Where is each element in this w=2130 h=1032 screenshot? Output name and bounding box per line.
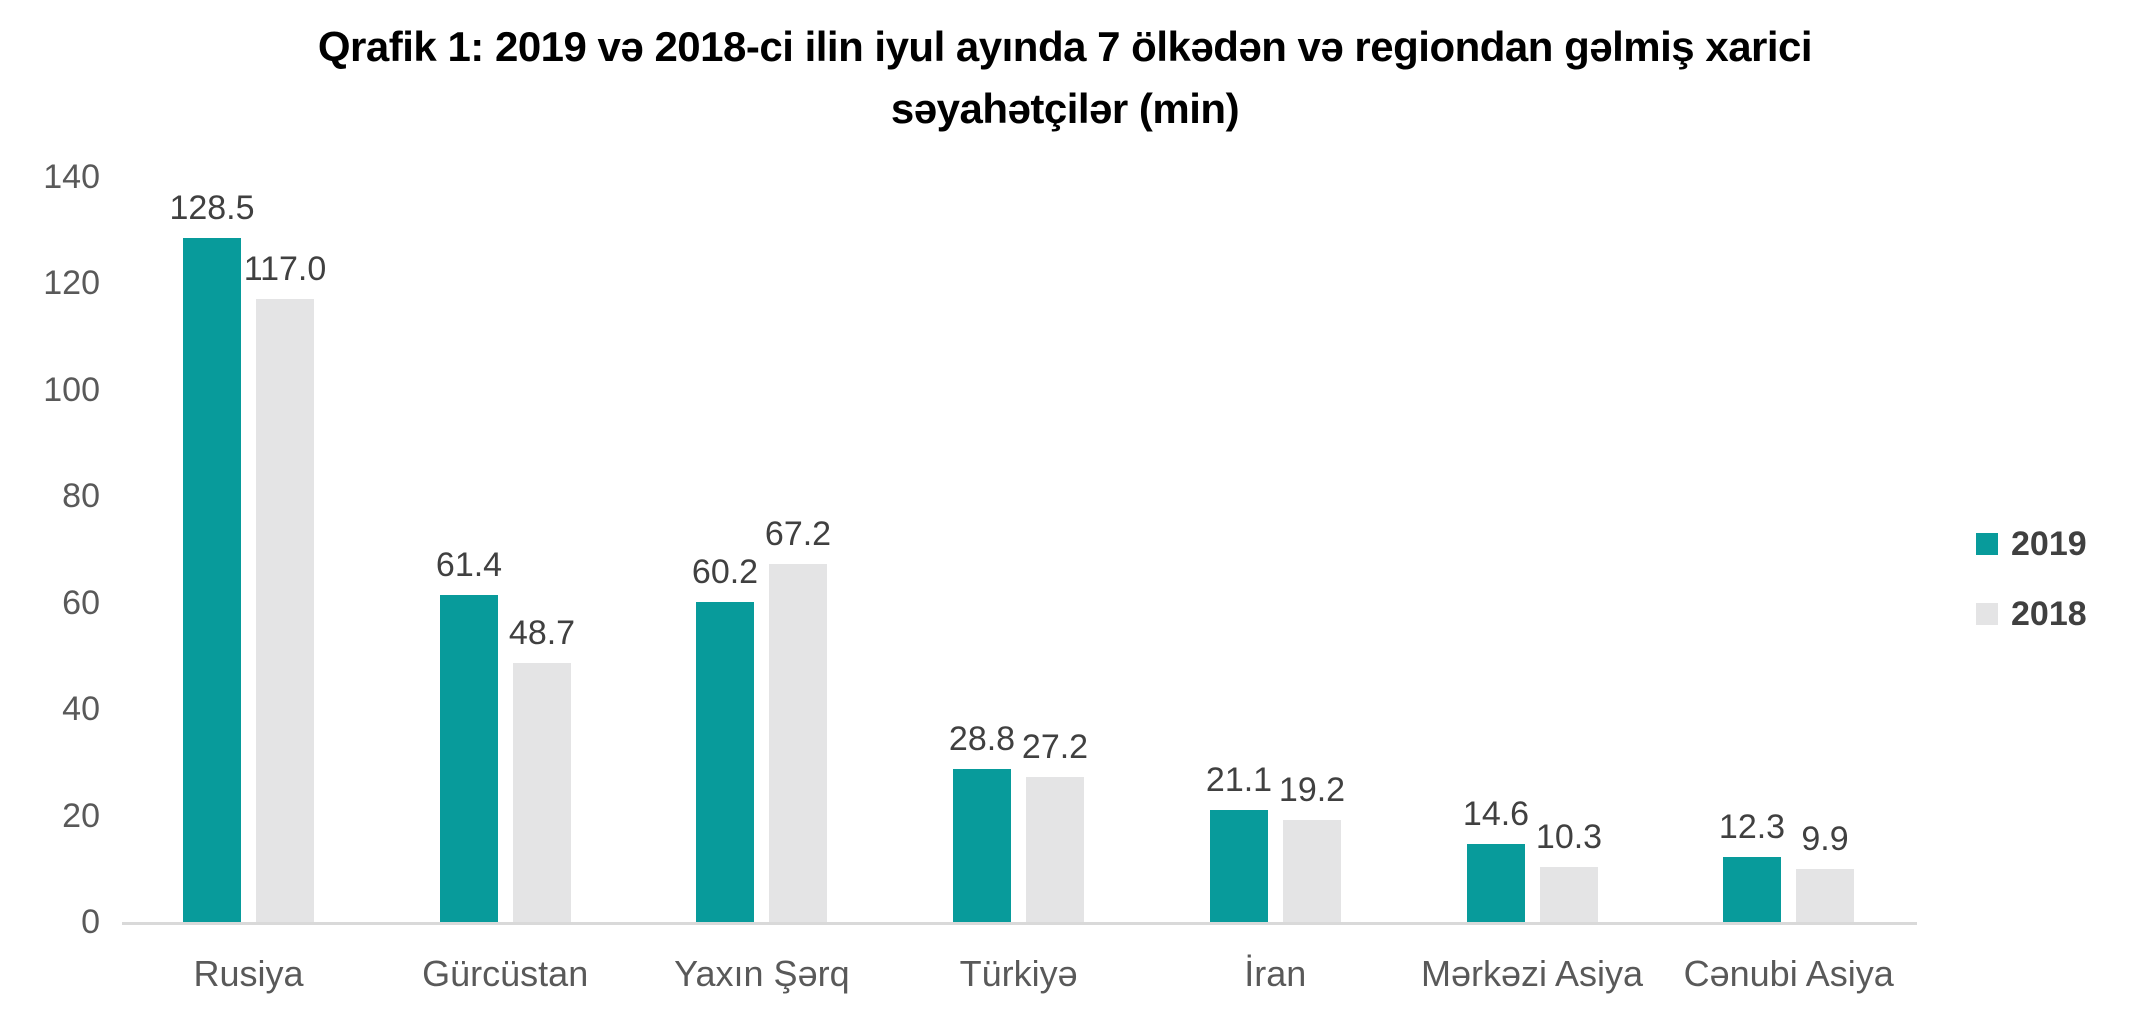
bar-2019: [1467, 844, 1525, 922]
bar-2019: [1210, 810, 1268, 922]
value-label-2019: 28.8: [948, 720, 1016, 758]
bar-2019: [183, 238, 241, 922]
bar-2018: [1026, 777, 1084, 922]
chart-title-line-1: Qrafik 1: 2019 və 2018-ci ilin iyul ayın…: [317, 23, 1813, 70]
bar-2019: [1723, 857, 1781, 922]
bar-2018: [769, 564, 827, 922]
bar-2018: [1540, 867, 1598, 922]
legend-item-2019: 2019: [1976, 524, 2087, 564]
bar-2019: [440, 595, 498, 922]
x-category-label: Rusiya: [193, 953, 304, 994]
legend-item-2018: 2018: [1976, 594, 2087, 634]
value-label-2018: 67.2: [764, 515, 832, 553]
x-category-label: İran: [1244, 953, 1307, 994]
value-label-2018: 117.0: [243, 250, 327, 288]
y-tick-label: 20: [62, 796, 100, 835]
legend-swatch-icon: [1976, 533, 1998, 555]
legend-label: 2018: [2011, 595, 2087, 633]
y-tick-label: 0: [81, 903, 100, 941]
bar-2018: [1796, 869, 1854, 922]
x-category-label: Mərkəzi Asiya: [1420, 953, 1644, 994]
value-label-2019: 61.4: [435, 546, 503, 584]
legend-swatch-icon: [1976, 603, 1998, 625]
y-tick-label: 60: [62, 583, 100, 622]
y-tick-label: 120: [43, 264, 100, 303]
chart-title: Qrafik 1: 2019 və 2018-ci ilin iyul ayın…: [0, 16, 2130, 140]
chart-title-line-2: səyahətçilər (min): [890, 85, 1240, 132]
x-category-label: Türkiyə: [959, 953, 1078, 994]
value-label-2018: 10.3: [1535, 818, 1603, 856]
value-label-2019: 128.5: [169, 189, 255, 227]
value-label-2019: 21.1: [1205, 761, 1273, 799]
bar-2018: [513, 663, 571, 922]
x-category-label: Cənubi Asiya: [1683, 953, 1894, 994]
value-label-2018: 27.2: [1021, 728, 1089, 766]
value-label-2019: 60.2: [691, 553, 759, 591]
bar-2018: [1283, 820, 1341, 922]
value-label-2018: 19.2: [1278, 771, 1346, 809]
bar-2019: [953, 769, 1011, 922]
value-label-2018: 48.7: [508, 614, 576, 652]
legend-label: 2019: [2011, 525, 2087, 563]
y-tick-label: 140: [43, 158, 100, 196]
bar-2019: [696, 602, 754, 922]
y-tick-label: 100: [43, 370, 100, 409]
y-tick-label: 80: [62, 477, 100, 516]
bar-2018: [256, 299, 314, 922]
legend: 2019 2018: [1976, 524, 2087, 664]
x-category-label: Yaxın Şərq: [674, 953, 850, 994]
value-label-2019: 12.3: [1718, 808, 1786, 846]
y-tick-label: 40: [62, 690, 100, 729]
value-label-2019: 14.6: [1462, 795, 1530, 833]
value-label-2018: 9.9: [1801, 820, 1849, 858]
x-category-label: Gürcüstan: [422, 953, 589, 994]
plot-area: 128.5 117.0 61.4 48.7 60.2 67.2 28.8 27.2 21.1 19…: [122, 177, 1917, 925]
